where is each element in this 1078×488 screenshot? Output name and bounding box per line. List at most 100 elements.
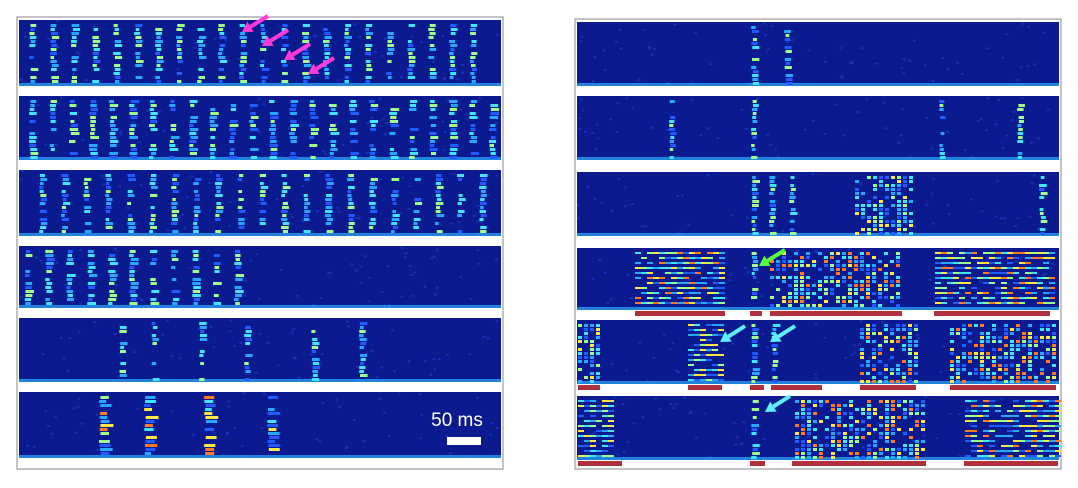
burst — [935, 302, 941, 304]
burst — [1016, 372, 1020, 375]
burst — [806, 256, 810, 259]
burst — [62, 182, 71, 185]
burst — [349, 132, 358, 135]
noise — [1036, 137, 1040, 140]
burst — [1034, 356, 1038, 359]
burst — [1019, 410, 1025, 412]
burst — [215, 194, 223, 197]
burst — [29, 32, 35, 35]
burst — [270, 120, 275, 123]
burst — [953, 277, 959, 279]
noise — [583, 130, 587, 133]
noise — [161, 333, 165, 336]
burst — [67, 294, 73, 297]
burst — [390, 156, 399, 159]
noise — [652, 356, 656, 359]
burst — [219, 44, 226, 47]
burst — [700, 339, 706, 341]
noise — [591, 131, 595, 134]
noise — [209, 325, 213, 328]
burst — [795, 440, 799, 443]
burst — [695, 272, 701, 274]
burst — [914, 372, 918, 375]
burst — [578, 425, 584, 427]
burst — [782, 300, 786, 303]
noise — [658, 408, 662, 411]
burst — [897, 232, 901, 235]
burst — [1043, 292, 1049, 294]
burst — [959, 272, 965, 274]
burst — [282, 72, 288, 75]
burst — [1004, 380, 1008, 383]
noise — [227, 400, 231, 403]
burst — [989, 405, 995, 407]
burst — [1010, 328, 1014, 331]
burst — [189, 124, 194, 127]
burst — [992, 340, 996, 343]
burst — [270, 140, 277, 143]
burst — [99, 400, 107, 403]
noise — [461, 64, 465, 67]
noise — [591, 277, 595, 280]
burst — [695, 257, 701, 259]
burst — [885, 436, 889, 439]
burst — [1022, 372, 1026, 375]
burst — [29, 56, 34, 59]
burst — [39, 230, 44, 233]
burst — [590, 380, 594, 383]
noise — [131, 121, 135, 124]
burst — [449, 152, 457, 155]
burst — [130, 294, 138, 297]
burst — [150, 206, 155, 209]
burst — [785, 78, 793, 81]
burst — [260, 186, 269, 189]
burst — [229, 136, 235, 139]
burst — [700, 374, 706, 376]
burst — [785, 82, 793, 85]
noise — [225, 431, 229, 434]
burst — [751, 108, 758, 111]
burst — [596, 332, 600, 335]
burst — [890, 300, 894, 303]
burst — [1025, 272, 1031, 274]
noise — [976, 300, 980, 303]
arrow — [772, 394, 792, 409]
burst — [1037, 440, 1043, 442]
burst — [204, 444, 216, 447]
burst — [866, 288, 870, 291]
burst — [369, 222, 376, 225]
burst — [389, 132, 396, 135]
burst — [751, 380, 756, 383]
burst — [1007, 297, 1013, 299]
noise — [101, 183, 105, 186]
burst — [941, 257, 947, 259]
burst — [129, 290, 136, 293]
noise — [140, 298, 144, 301]
burst — [120, 346, 125, 349]
noise — [585, 408, 589, 411]
noise — [992, 352, 996, 355]
burst — [670, 144, 676, 147]
noise — [114, 284, 118, 287]
noise — [811, 172, 815, 175]
burst — [260, 190, 266, 193]
burst — [812, 260, 816, 263]
noise — [931, 222, 935, 225]
burst — [855, 204, 859, 207]
burst — [325, 202, 333, 205]
burst — [769, 184, 777, 187]
burst — [903, 400, 907, 403]
burst — [890, 372, 894, 375]
burst — [84, 222, 92, 225]
burst — [127, 174, 135, 177]
burst — [965, 415, 971, 417]
noise — [442, 76, 446, 79]
burst — [861, 412, 865, 415]
noise — [792, 194, 796, 197]
burst — [596, 328, 600, 331]
noise — [814, 377, 818, 380]
burst — [878, 284, 882, 287]
burst — [149, 156, 154, 159]
burst — [71, 44, 77, 47]
burst — [1031, 435, 1037, 437]
